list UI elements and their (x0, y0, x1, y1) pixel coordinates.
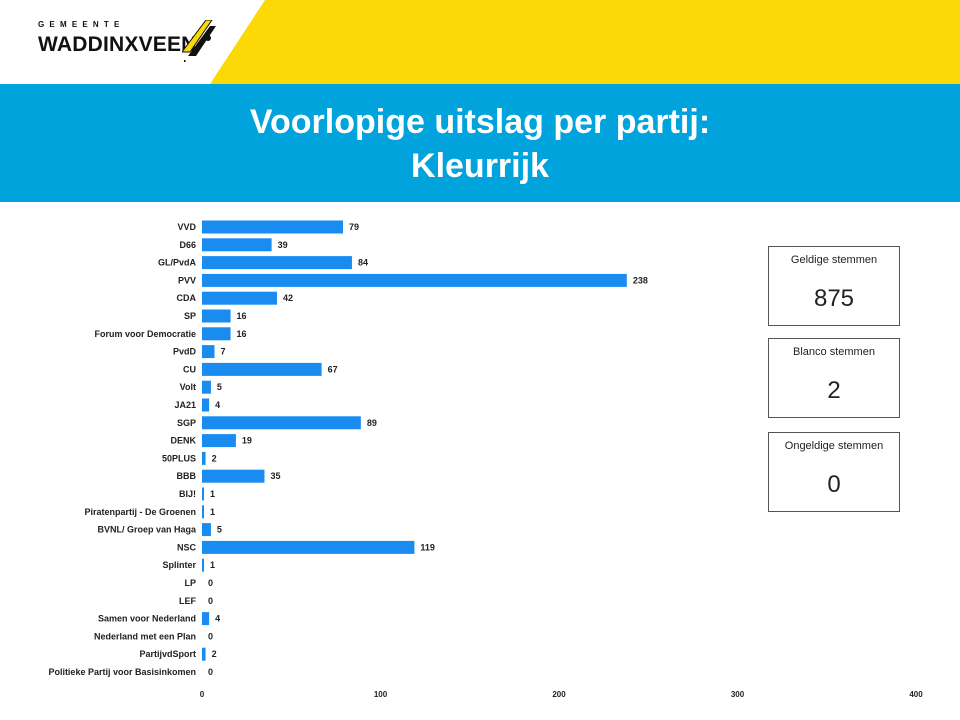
bar (202, 540, 415, 554)
municipality-logo: GEMEENTE WADDINXVEEN (38, 20, 228, 70)
page-title: Voorlopige uitslag per partij: Kleurrijk (0, 100, 960, 188)
value-label: 0 (208, 667, 213, 677)
valid-votes-card: Geldige stemmen 875 (768, 246, 900, 326)
value-label: 0 (208, 631, 213, 641)
bar (202, 558, 204, 572)
category-label: BIJ! (179, 489, 196, 499)
category-label: DENK (170, 436, 196, 446)
valid-votes-value: 875 (813, 285, 855, 312)
value-label: 0 (208, 578, 213, 588)
value-label: 79 (349, 222, 359, 232)
category-label: CU (183, 364, 196, 374)
category-label: Volt (180, 382, 196, 392)
category-label: JA21 (174, 400, 196, 410)
value-label: 35 (270, 471, 280, 481)
category-label: NSC (177, 542, 197, 552)
logo-subtitle: GEMEENTE (38, 20, 125, 29)
category-label: LP (184, 578, 196, 588)
bar (202, 291, 277, 305)
category-label: CDA (177, 293, 197, 303)
bar (202, 434, 236, 448)
value-label: 7 (220, 347, 225, 357)
page-title-line-2: Kleurrijk (411, 147, 549, 185)
bar (202, 398, 210, 412)
category-label: Samen voor Nederland (98, 614, 196, 624)
value-label: 16 (237, 311, 247, 321)
value-label: 119 (420, 542, 435, 552)
x-tick-label: 200 (552, 690, 566, 699)
value-label: 5 (217, 382, 222, 392)
x-tick-label: 400 (909, 690, 923, 699)
value-label: 4 (215, 400, 220, 410)
category-label: PvdD (173, 347, 197, 357)
bar (202, 273, 627, 287)
category-label: SP (184, 311, 196, 321)
blank-votes-card: Blanco stemmen 2 (768, 338, 900, 418)
value-label: 16 (237, 329, 247, 339)
bar (202, 256, 352, 270)
x-tick-label: 0 (200, 690, 205, 699)
invalid-votes-card: Ongeldige stemmen 0 (768, 432, 900, 512)
value-label: 2 (212, 453, 217, 463)
bar (202, 220, 344, 234)
category-label: GL/PvdA (158, 258, 197, 268)
x-tick-label: 100 (374, 690, 388, 699)
category-label: Splinter (162, 560, 196, 570)
value-label: 19 (242, 436, 252, 446)
bar (202, 362, 322, 376)
page-title-line-1: Voorlopige uitslag per partij: (249, 103, 711, 141)
category-label: VVD (177, 222, 196, 232)
value-label: 89 (367, 418, 377, 428)
value-label: 4 (215, 614, 220, 624)
value-label: 42 (283, 293, 293, 303)
x-tick-label: 300 (731, 690, 745, 699)
category-label: LEF (179, 596, 197, 606)
category-label: 50PLUS (162, 453, 196, 463)
category-label: BVNL/ Groep van Haga (97, 525, 197, 535)
value-label: 0 (208, 596, 213, 606)
value-label: 1 (210, 507, 215, 517)
category-label: Forum voor Democratie (94, 329, 196, 339)
value-label: 1 (210, 489, 215, 499)
logo-emblem-icon (182, 20, 216, 62)
value-label: 39 (278, 240, 288, 250)
bar (202, 416, 361, 430)
category-label: SGP (177, 418, 196, 428)
header: GEMEENTE WADDINXVEEN (0, 0, 960, 84)
bar (202, 523, 211, 537)
value-label: 5 (217, 525, 222, 535)
blank-votes-title: Blanco stemmen (793, 346, 875, 358)
bar (202, 487, 204, 501)
category-label: PartijvdSport (139, 649, 196, 659)
bar (202, 469, 265, 483)
invalid-votes-value: 0 (827, 471, 841, 498)
bar (202, 647, 206, 661)
bar (202, 505, 204, 519)
value-label: 67 (328, 364, 338, 374)
category-label: D66 (179, 240, 196, 250)
category-label: Politieke Partij voor Basisinkomen (48, 667, 196, 677)
title-banner (0, 84, 960, 202)
value-label: 84 (358, 258, 368, 268)
bar (202, 451, 206, 465)
blank-votes-value: 2 (827, 377, 841, 404)
header-accent-shape (210, 0, 960, 84)
value-label: 238 (633, 275, 648, 285)
category-label: Nederland met een Plan (94, 631, 196, 641)
bar (202, 327, 231, 341)
category-label: Piratenpartij - De Groenen (84, 507, 196, 517)
valid-votes-title: Geldige stemmen (790, 254, 878, 266)
invalid-votes-title: Ongeldige stemmen (784, 440, 884, 452)
logo-name: WADDINXVEEN (38, 33, 197, 56)
bar (202, 309, 231, 323)
bar (202, 612, 210, 626)
category-label: PVV (178, 275, 196, 285)
bar (202, 345, 215, 359)
category-label: BBB (177, 471, 197, 481)
value-label: 2 (212, 649, 217, 659)
bar (202, 380, 211, 394)
bar (202, 238, 272, 252)
value-label: 1 (210, 560, 215, 570)
